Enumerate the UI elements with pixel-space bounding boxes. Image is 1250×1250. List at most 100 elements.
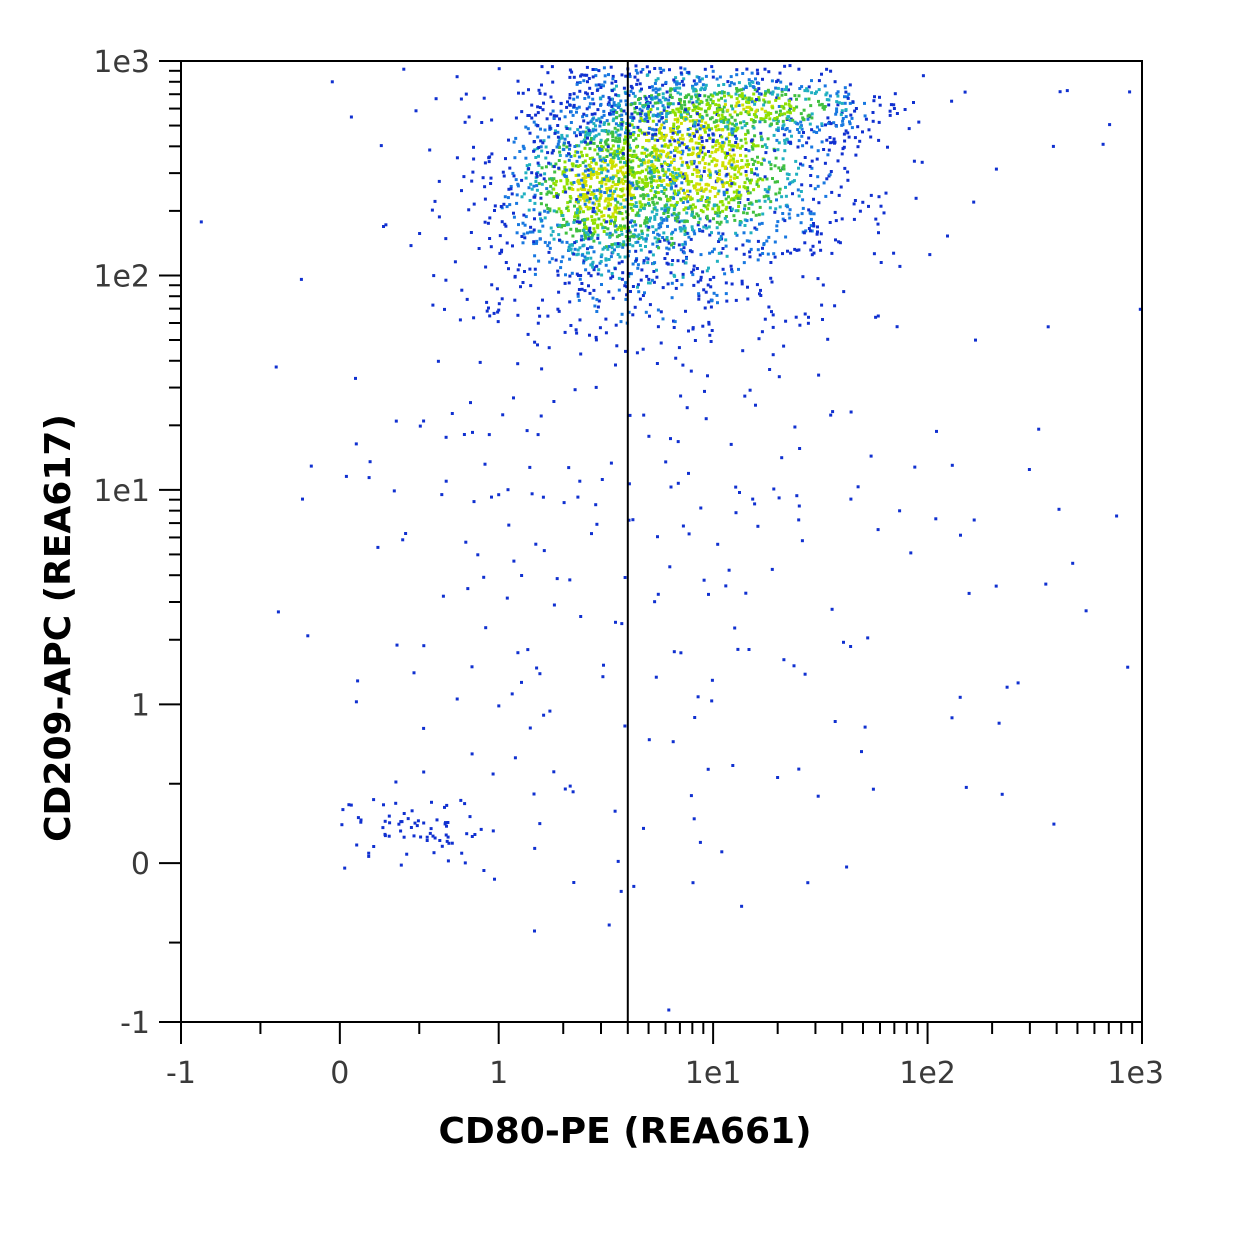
event-dot	[621, 217, 625, 221]
event-dot	[702, 189, 706, 193]
event-dot	[617, 261, 621, 265]
event-dot	[684, 108, 688, 112]
event-dot	[522, 232, 526, 236]
event-dot	[744, 141, 748, 145]
event-dot	[746, 98, 750, 102]
event-dot	[711, 140, 715, 143]
event-dot	[643, 113, 647, 117]
event-dot	[717, 240, 721, 243]
event-dot	[570, 271, 574, 275]
event-dot	[624, 128, 628, 131]
event-dot	[724, 207, 728, 211]
event-dot	[660, 123, 664, 127]
event-dot	[330, 80, 334, 84]
event-dot	[661, 104, 665, 108]
event-dot	[656, 191, 660, 195]
event-dot	[600, 179, 604, 183]
event-dot	[593, 221, 597, 225]
event-dot	[892, 103, 896, 107]
event-dot	[879, 261, 883, 264]
event-dot	[631, 170, 635, 174]
event-dot	[751, 124, 755, 128]
event-dot	[678, 82, 682, 86]
event-dot	[701, 156, 705, 160]
event-dot	[839, 185, 843, 189]
event-dot	[715, 110, 719, 114]
event-dot	[668, 163, 672, 167]
event-dot	[637, 176, 641, 180]
event-dot	[655, 166, 659, 170]
event-dot	[793, 94, 797, 98]
event-dot	[635, 145, 638, 149]
event-dot	[669, 93, 673, 97]
event-dot	[836, 159, 840, 163]
event-dot	[763, 317, 767, 321]
event-dot	[747, 113, 751, 116]
event-dot	[665, 237, 669, 241]
event-dot	[606, 177, 609, 180]
event-dot	[752, 188, 756, 192]
event-dot	[600, 129, 604, 133]
event-dot	[620, 127, 623, 131]
event-dot	[707, 126, 710, 130]
event-dot	[703, 153, 707, 157]
event-dot	[511, 171, 515, 175]
event-dot	[539, 139, 543, 143]
event-dot	[678, 143, 682, 147]
event-dot	[702, 288, 706, 292]
event-dot	[849, 113, 853, 117]
event-dot	[460, 851, 464, 855]
event-dot	[787, 173, 791, 176]
event-dot	[716, 148, 720, 152]
event-dot	[634, 68, 638, 72]
event-dot	[574, 328, 578, 332]
event-dot	[750, 108, 754, 112]
event-dot	[444, 278, 448, 282]
event-dot	[765, 146, 769, 149]
event-dot	[634, 171, 638, 175]
event-dot	[643, 117, 647, 121]
event-dot	[669, 271, 673, 275]
event-dot	[512, 211, 515, 215]
event-dot	[1058, 90, 1062, 94]
event-dot	[560, 211, 564, 215]
event-dot	[616, 194, 620, 198]
event-dot	[584, 183, 588, 187]
event-dot	[791, 180, 795, 184]
event-dot	[677, 243, 681, 247]
event-dot	[802, 131, 805, 134]
event-dot	[907, 127, 911, 131]
event-dot	[603, 206, 607, 210]
event-dot	[646, 153, 650, 157]
event-dot	[354, 700, 358, 704]
event-dot	[607, 269, 611, 273]
event-dot	[769, 91, 773, 95]
event-dot	[707, 196, 711, 200]
event-dot	[549, 112, 553, 116]
event-dot	[537, 146, 541, 149]
event-dot	[680, 219, 684, 223]
event-dot	[646, 233, 650, 237]
event-dot	[562, 173, 566, 177]
event-dot	[516, 268, 520, 272]
event-dot	[699, 198, 703, 201]
event-dot	[829, 170, 833, 173]
event-dot	[817, 373, 821, 377]
event-dot	[539, 202, 543, 206]
event-dot	[658, 179, 662, 182]
event-dot	[464, 540, 468, 544]
event-dot	[676, 91, 680, 95]
event-dot	[673, 228, 677, 232]
event-dot	[624, 210, 628, 214]
event-dot	[693, 120, 697, 124]
event-dot	[950, 463, 954, 467]
event-dot	[566, 100, 569, 104]
event-dot	[648, 250, 652, 254]
event-dot	[483, 462, 487, 466]
event-dot	[634, 153, 638, 157]
event-dot	[800, 85, 804, 89]
event-dot	[499, 205, 503, 208]
event-dot	[706, 123, 710, 127]
event-dot	[624, 163, 628, 167]
event-dot	[734, 209, 738, 213]
